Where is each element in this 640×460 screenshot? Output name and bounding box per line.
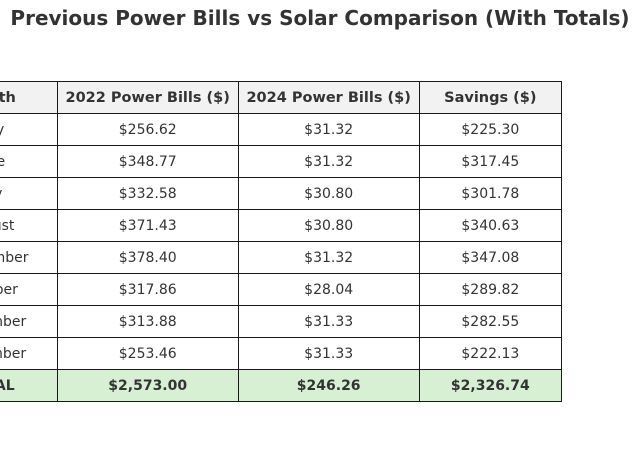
bill-2024-cell: $31.32 (237, 145, 420, 178)
month-cell: December (0, 337, 58, 370)
header-row: Month 2022 Power Bills ($) 2024 Power Bi… (0, 81, 563, 114)
savings-cell: $225.30 (418, 113, 563, 146)
bill-2022-cell: $256.62 (56, 113, 239, 146)
table-row: June$348.77$31.32$317.45 (0, 145, 563, 178)
table-body: May$256.62$31.32$225.30June$348.77$31.32… (0, 113, 563, 402)
total-2024-cell: $246.26 (237, 369, 420, 402)
bill-2022-cell: $348.77 (56, 145, 239, 178)
month-cell: June (0, 145, 58, 178)
bill-2022-cell: $378.40 (56, 241, 239, 274)
table-row: September$378.40$31.32$347.08 (0, 241, 563, 274)
month-cell: October (0, 273, 58, 306)
savings-cell: $340.63 (418, 209, 563, 242)
savings-cell: $317.45 (418, 145, 563, 178)
bill-2022-cell: $253.46 (56, 337, 239, 370)
month-cell: May (0, 113, 58, 146)
total-2022-cell: $2,573.00 (56, 369, 239, 402)
table-row: December$253.46$31.33$222.13 (0, 337, 563, 370)
bill-2024-cell: $31.33 (237, 305, 420, 338)
savings-cell: $347.08 (418, 241, 563, 274)
month-cell: November (0, 305, 58, 338)
savings-cell: $289.82 (418, 273, 563, 306)
table-row: October$317.86$28.04$289.82 (0, 273, 563, 306)
bill-2024-cell: $31.32 (237, 113, 420, 146)
total-savings-cell: $2,326.74 (418, 369, 563, 402)
table-row: August$371.43$30.80$340.63 (0, 209, 563, 242)
total-row: TOTAL$2,573.00$246.26$2,326.74 (0, 369, 563, 402)
bill-2022-cell: $313.88 (56, 305, 239, 338)
bill-2022-cell: $317.86 (56, 273, 239, 306)
header-savings: Savings ($) (418, 81, 563, 114)
chart-title: Previous Power Bills vs Solar Comparison… (10, 6, 630, 30)
header-2022-bills: 2022 Power Bills ($) (56, 81, 239, 114)
total-label-cell: TOTAL (0, 369, 58, 402)
month-cell: September (0, 241, 58, 274)
savings-cell: $282.55 (418, 305, 563, 338)
savings-cell: $301.78 (418, 177, 563, 210)
table-row: July$332.58$30.80$301.78 (0, 177, 563, 210)
bill-2024-cell: $31.32 (237, 241, 420, 274)
bill-2024-cell: $30.80 (237, 177, 420, 210)
table-row: November$313.88$31.33$282.55 (0, 305, 563, 338)
bill-2024-cell: $28.04 (237, 273, 420, 306)
bill-2024-cell: $31.33 (237, 337, 420, 370)
month-cell: July (0, 177, 58, 210)
bill-2022-cell: $332.58 (56, 177, 239, 210)
header-2024-bills: 2024 Power Bills ($) (237, 81, 420, 114)
comparison-table: Month 2022 Power Bills ($) 2024 Power Bi… (0, 81, 563, 402)
savings-cell: $222.13 (418, 337, 563, 370)
bill-2024-cell: $30.80 (237, 209, 420, 242)
header-month: Month (0, 81, 58, 114)
month-cell: August (0, 209, 58, 242)
table-row: May$256.62$31.32$225.30 (0, 113, 563, 146)
bill-2022-cell: $371.43 (56, 209, 239, 242)
